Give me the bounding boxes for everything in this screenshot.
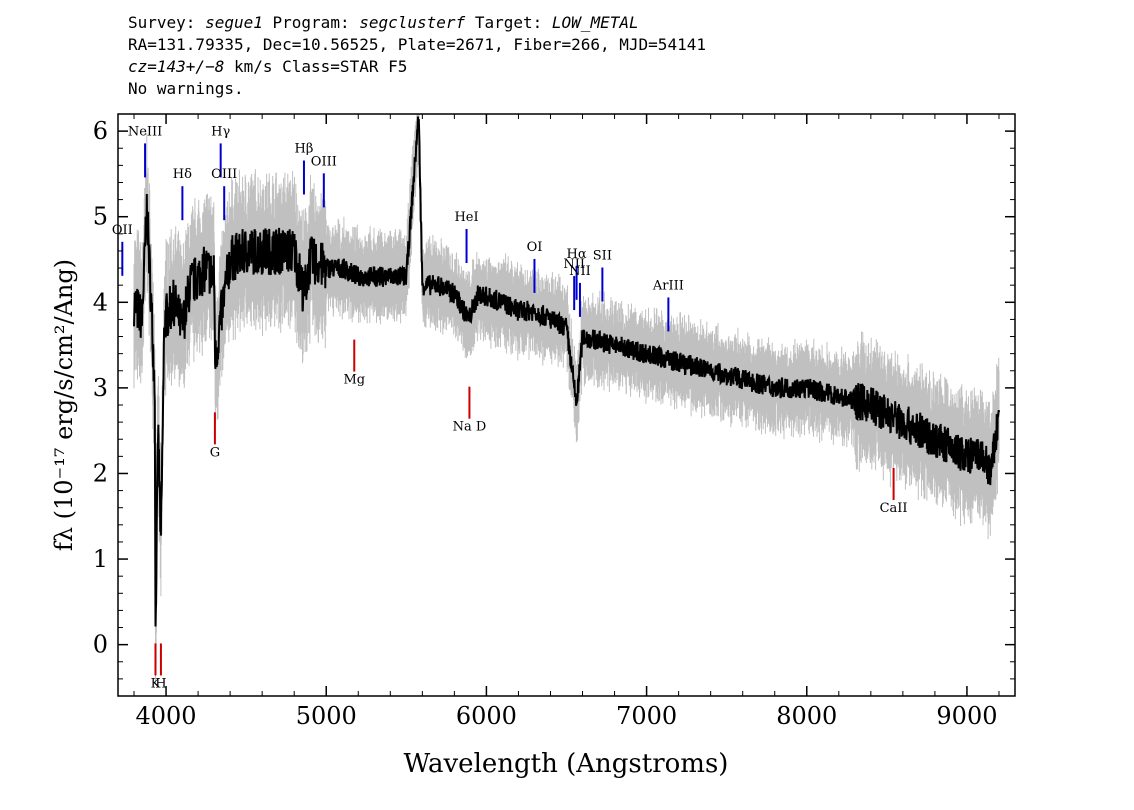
program-label: Program: [272,13,350,32]
target-value: LOW_METAL [551,13,639,32]
y-tick-label: 3 [93,374,108,402]
x-tick-label: 7000 [616,702,677,730]
emission-line-label: NII [563,257,585,272]
survey-label: Survey: [128,13,196,32]
x-tick-label: 6000 [456,702,517,730]
y-tick-label: 1 [93,545,108,573]
target-label: Target: [474,13,543,32]
y-tick-label: 5 [93,203,108,231]
emission-line-label: NeIII [128,124,162,139]
header-line-2: RA=131.79335, Dec=10.56525, Plate=2671, … [128,35,706,54]
program-value: segclusterf [359,13,466,32]
y-tick-label: 4 [93,288,108,316]
x-tick-label: 8000 [776,702,837,730]
absorption-line-label: H [155,676,166,691]
axis-layer: 4000 5000 6000 7000 8000 9000 0 1 2 3 4 5 6 [93,114,1015,730]
emission-line-label: Hδ [173,167,192,182]
emission-line-label: NII [569,264,591,279]
emission-line-label: SII [593,249,612,264]
emission-line-label: Hγ [211,124,230,139]
flux-layer [133,116,1000,627]
x-axis-label: Wavelength (Angstroms) [404,749,729,779]
y-tick-label: 6 [93,117,108,145]
absorption-line-label: Mg [343,373,365,388]
emission-line-label: OIII [211,167,237,182]
survey-value: segue1 [205,13,263,32]
header-warnings: No warnings. [128,79,244,98]
emission-line-label: ArIII [652,278,684,293]
absorption-line-label: Na D [453,420,487,435]
emission-line-label: HeI [454,210,478,225]
emission-line-label: Hα [567,247,587,262]
y-tick-label: 2 [93,459,108,487]
x-tick-label: 5000 [296,702,357,730]
header-line-1: Survey: segue1 Program: segclusterf Targ… [128,12,706,34]
header-line-3: cz=143+/−8 km/s Class=STAR F5 [128,56,706,78]
y-axis-label: fλ (10⁻¹⁷ erg/s/cm²/Ang) [50,259,78,551]
flux-line [133,116,1000,627]
emission-line-label: OI [527,240,543,255]
y-tick-label: 0 [93,631,108,659]
emission-line-label: OII [112,223,133,238]
absorption-line-label: G [210,445,220,460]
cz-class: km/s Class=STAR F5 [233,57,408,76]
spectrum-header: Survey: segue1 Program: segclusterf Targ… [128,12,706,100]
x-tick-label: 9000 [936,702,997,730]
emission-line-label: Hβ [295,142,314,157]
cz-value: cz=143+/−8 [128,57,225,76]
absorption-line-label: CaII [880,501,908,516]
x-tick-label: 4000 [136,702,197,730]
absorption-line-label: K [151,676,161,691]
emission-line-label: OIII [311,154,337,169]
